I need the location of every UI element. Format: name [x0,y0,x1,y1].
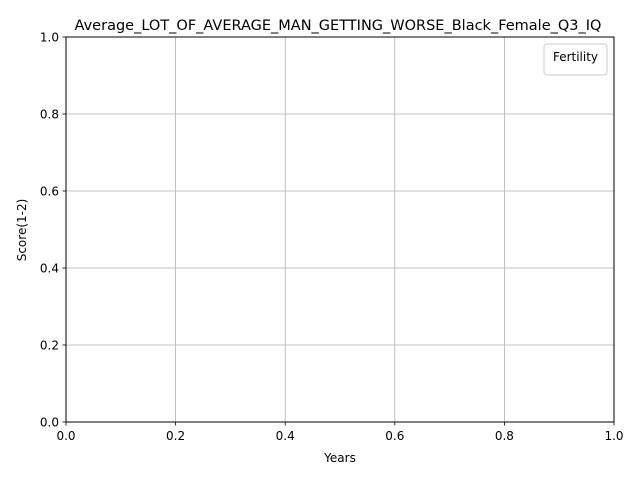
y-tick-label: 1.0 [40,30,59,44]
x-tick-label: 0.6 [385,429,404,443]
y-tick-label: 0.8 [40,107,59,121]
x-tick-label: 0.8 [495,429,514,443]
y-axis-ticks: 0.0 0.2 0.4 0.6 0.8 1.0 [40,30,66,429]
legend-box [543,43,608,76]
y-tick-label: 0.0 [40,415,59,429]
x-tick-label: 0.2 [166,429,185,443]
x-tick-label: 1.0 [604,429,623,443]
y-axis-label: Score(1-2) [15,199,29,262]
legend: Fertility [543,43,608,76]
chart-title: Average_LOT_OF_AVERAGE_MAN_GETTING_WORSE… [75,18,602,34]
plot-area-frame [65,36,615,423]
y-tick-label: 0.4 [40,261,59,275]
y-tick-label: 0.2 [40,338,59,352]
x-axis-ticks: 0.0 0.2 0.4 0.6 0.8 1.0 [56,422,624,443]
legend-title: Fertility [553,50,598,64]
y-tick-label: 0.6 [40,184,59,198]
x-axis-label: Years [323,451,356,465]
x-tick-label: 0.4 [276,429,295,443]
x-tick-label: 0.0 [56,429,75,443]
grid-lines [65,36,615,423]
